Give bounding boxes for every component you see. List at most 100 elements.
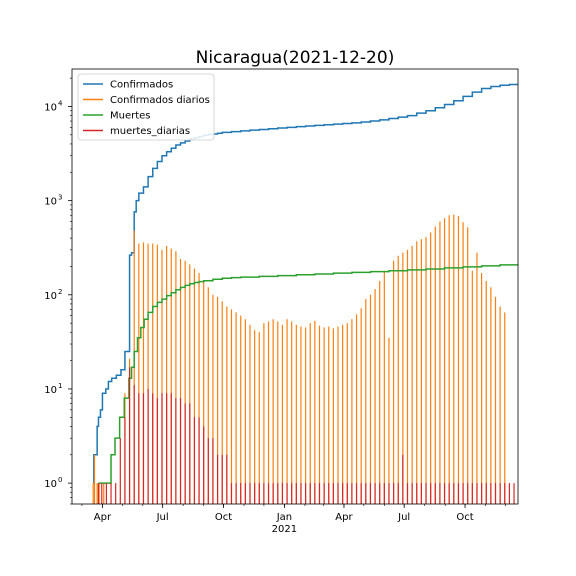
bar <box>304 483 307 504</box>
series-muertes <box>98 263 518 484</box>
bar <box>342 483 344 504</box>
bar <box>203 426 205 504</box>
bar <box>346 323 348 504</box>
bar <box>314 483 316 504</box>
bar <box>309 323 311 504</box>
bar <box>295 324 297 504</box>
bar <box>230 483 233 504</box>
bar <box>314 320 316 504</box>
bar <box>277 321 279 504</box>
x-tick-label: Jan <box>276 512 292 523</box>
bar <box>425 237 427 504</box>
bar <box>443 483 446 504</box>
bar <box>355 483 358 504</box>
bar <box>481 273 483 504</box>
bar <box>272 319 274 504</box>
bar <box>406 249 409 504</box>
bar <box>304 327 307 504</box>
bar <box>263 483 265 504</box>
bar <box>485 281 487 504</box>
bar <box>133 385 135 504</box>
bar <box>490 483 492 504</box>
bar <box>249 324 251 504</box>
bar <box>462 222 464 504</box>
x-tick-label: Jul <box>156 512 169 523</box>
chart-title: Nicaragua(2021-12-20) <box>196 48 395 68</box>
bar <box>254 483 256 504</box>
y-tick-label: 10 <box>44 479 57 490</box>
legend-box <box>77 73 215 141</box>
x-tick-label: Apr <box>94 512 112 523</box>
bar <box>402 252 404 504</box>
bar <box>97 483 100 504</box>
bar <box>485 483 487 504</box>
bar <box>481 483 483 504</box>
plot-area <box>92 83 518 504</box>
bar <box>374 289 376 504</box>
bar <box>443 218 446 504</box>
bar <box>128 367 131 504</box>
x-tick-sublabel: 2021 <box>272 524 297 535</box>
legend-label: Confirmados <box>110 80 173 91</box>
bar <box>147 243 149 504</box>
bar <box>342 324 344 504</box>
bar <box>240 315 242 504</box>
bar <box>332 328 334 504</box>
bar <box>230 309 233 504</box>
bar <box>198 273 200 504</box>
bar <box>379 483 381 504</box>
bar <box>365 299 367 504</box>
legend-label: Confirmados diarios <box>110 95 210 106</box>
bar <box>360 308 362 504</box>
bar <box>462 483 464 504</box>
bar <box>393 483 395 504</box>
bar <box>98 483 100 504</box>
bar <box>212 294 214 504</box>
bar <box>420 483 422 504</box>
bar <box>369 483 372 504</box>
bar <box>291 321 293 504</box>
bar <box>175 398 177 504</box>
bar <box>244 319 246 504</box>
plot-frame <box>71 68 519 505</box>
legend-label: muertes_diarias <box>110 126 190 137</box>
bar <box>263 323 265 504</box>
bar <box>207 287 209 504</box>
bar <box>346 483 348 504</box>
bar <box>476 252 478 504</box>
bar <box>216 296 219 504</box>
bar <box>508 483 510 504</box>
bar <box>360 483 362 504</box>
bar <box>318 483 321 504</box>
bar <box>453 214 455 504</box>
bar <box>453 483 455 504</box>
bar <box>499 483 501 504</box>
bar <box>244 483 246 504</box>
bar <box>406 483 409 504</box>
bar <box>430 232 432 504</box>
bar <box>397 255 399 504</box>
legend-label: Muertes <box>110 111 151 122</box>
bar <box>221 454 223 504</box>
bar <box>156 244 158 504</box>
bar <box>119 438 121 504</box>
bar <box>471 270 473 504</box>
y-tick-exponent: 0 <box>58 476 62 484</box>
bar <box>193 268 196 504</box>
bar <box>161 393 163 504</box>
bar <box>448 215 450 504</box>
bar <box>254 330 256 504</box>
bar <box>434 483 436 504</box>
bar <box>388 483 390 504</box>
bar <box>365 483 367 504</box>
bar <box>397 483 399 504</box>
bar <box>300 326 302 504</box>
bar <box>138 243 140 504</box>
bar <box>499 306 501 504</box>
bar <box>295 483 297 504</box>
bar <box>142 393 145 504</box>
bar <box>179 258 182 504</box>
y-tick-label: 10 <box>44 197 57 208</box>
bar <box>189 403 191 504</box>
bar <box>504 483 506 504</box>
